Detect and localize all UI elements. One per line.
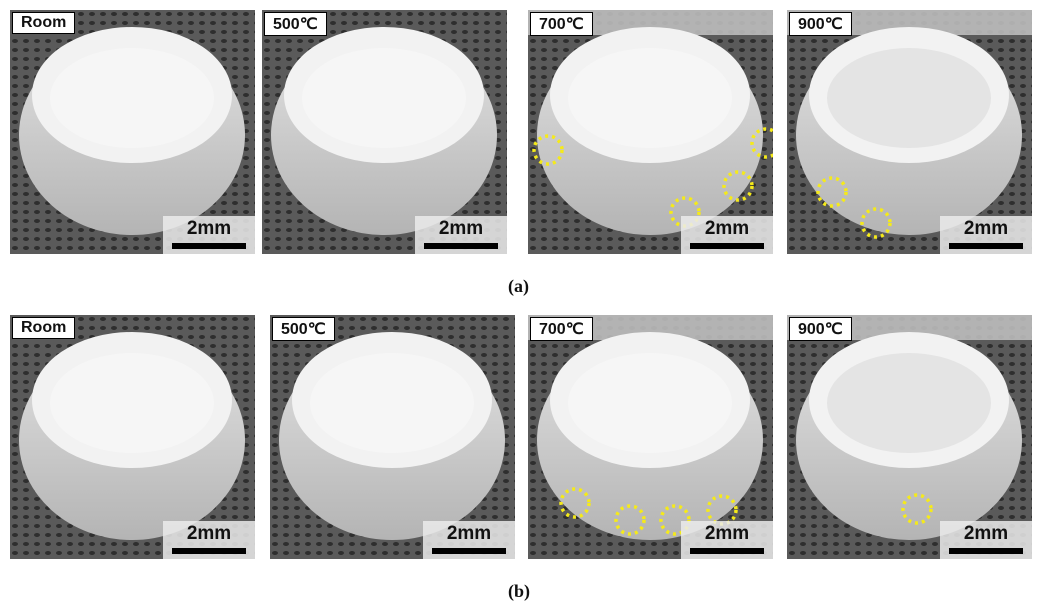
scale-line	[432, 548, 506, 554]
micrograph	[528, 315, 773, 559]
sem-image-b-1: Room 2mm	[10, 315, 255, 559]
highlight-circle	[901, 493, 933, 525]
temperature-label: 500℃	[264, 12, 327, 36]
sem-image-a-2: 500℃ 2mm	[262, 10, 507, 254]
scale-label: 2mm	[446, 523, 492, 544]
sem-image-b-2: 500℃ 2mm	[270, 315, 515, 559]
highlight-circle	[659, 504, 691, 536]
temperature-label: 500℃	[272, 317, 335, 341]
highlight-circle	[860, 207, 892, 239]
scale-line	[424, 243, 498, 249]
micrograph	[262, 10, 507, 254]
scale-label: 2mm	[704, 218, 750, 239]
temperature-label: Room	[12, 12, 76, 34]
scale-line	[949, 548, 1023, 554]
scale-bar: 2mm	[163, 216, 255, 254]
temperature-label: Room	[12, 317, 76, 339]
sem-image-a-4: 900℃ 2mm	[787, 10, 1032, 254]
temperature-label: 700℃	[530, 317, 593, 341]
temperature-label: 700℃	[530, 12, 593, 36]
micrograph	[270, 315, 515, 559]
scale-bar: 2mm	[940, 216, 1032, 254]
scale-label: 2mm	[963, 523, 1009, 544]
scale-line	[949, 243, 1023, 249]
scale-label: 2mm	[963, 218, 1009, 239]
sem-image-a-1: Room 2mm	[10, 10, 255, 254]
micrograph	[787, 315, 1032, 559]
scale-line	[172, 243, 246, 249]
scale-bar: 2mm	[681, 521, 773, 559]
scale-line	[172, 548, 246, 554]
caption-a: (a)	[508, 276, 529, 296]
caption-b: (b)	[508, 581, 530, 601]
highlight-circle	[614, 504, 646, 536]
highlight-circle	[750, 127, 773, 159]
micrograph	[528, 10, 773, 254]
sem-image-b-3: 700℃ 2mm	[528, 315, 773, 559]
micrograph	[10, 10, 255, 254]
highlight-circle	[816, 176, 848, 208]
scale-label: 2mm	[186, 523, 232, 544]
scale-bar: 2mm	[163, 521, 255, 559]
temperature-label: 900℃	[789, 317, 852, 341]
highlight-circle	[722, 170, 754, 202]
sem-image-b-4: 900℃ 2mm	[787, 315, 1032, 559]
scale-line	[690, 548, 764, 554]
sem-image-a-3: 700℃ 2mm	[528, 10, 773, 254]
scale-label: 2mm	[438, 218, 484, 239]
micrograph	[787, 10, 1032, 254]
temperature-label: 900℃	[789, 12, 852, 36]
micrograph	[10, 315, 255, 559]
scale-label: 2mm	[704, 523, 750, 544]
scale-line	[690, 243, 764, 249]
scale-label: 2mm	[186, 218, 232, 239]
highlight-circle	[559, 487, 591, 519]
highlight-circle	[532, 134, 564, 166]
scale-bar: 2mm	[940, 521, 1032, 559]
scale-bar: 2mm	[681, 216, 773, 254]
scale-bar: 2mm	[423, 521, 515, 559]
scale-bar: 2mm	[415, 216, 507, 254]
